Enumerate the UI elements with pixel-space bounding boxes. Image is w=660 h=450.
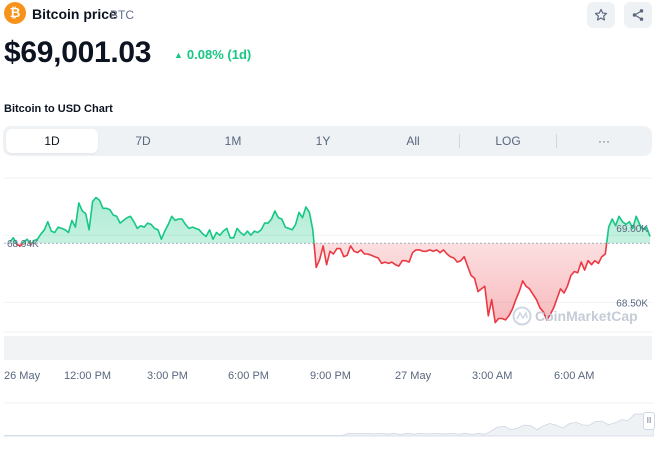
tab-7d[interactable]: 7D — [135, 134, 151, 148]
chart-title: Bitcoin to USD Chart — [4, 103, 113, 115]
price-line-down — [15, 243, 608, 324]
tab-divider — [556, 134, 557, 148]
tab-1d[interactable]: 1D — [6, 129, 98, 153]
area-below-baseline — [10, 243, 650, 323]
time-label: 3:00 PM — [147, 370, 188, 382]
tab-more-options[interactable]: ··· — [598, 134, 610, 148]
area-above-baseline — [10, 197, 650, 244]
navigator-svg — [3, 402, 655, 437]
tab-1y[interactable]: 1Y — [315, 134, 331, 148]
time-label: 26 May — [4, 370, 41, 382]
coin-header: ₿ Bitcoin price BTC — [4, 2, 656, 28]
time-label: 27 May — [395, 370, 432, 382]
bitcoin-logo-icon: ₿ — [4, 2, 26, 24]
watermark-text: CoinMarketCap — [535, 308, 638, 324]
y-tick-label-69k: 69.00K — [616, 224, 648, 235]
time-label: 3:00 AM — [472, 370, 513, 382]
navigator-sparkline — [3, 413, 655, 437]
time-label: 6:00 PM — [228, 370, 269, 382]
price-chart-svg: 68.94K 69.00K 68.50K CoinMarketCap — [4, 177, 652, 333]
price-line-up — [9, 196, 651, 244]
time-label: 6:00 AM — [554, 370, 595, 382]
time-range-tabs: 1D 7D 1M 1Y All LOG ··· — [3, 126, 652, 156]
tab-all[interactable]: All — [406, 134, 420, 148]
baseline-value-label: 68.94K — [7, 239, 39, 250]
watchlist-star-button[interactable] — [587, 2, 615, 28]
watermark-logo-icon — [512, 306, 532, 326]
tab-1m[interactable]: 1M — [224, 134, 242, 148]
tab-log[interactable]: LOG — [495, 134, 521, 148]
coin-name: Bitcoin price — [32, 6, 117, 22]
price-chart[interactable]: 68.94K 69.00K 68.50K CoinMarketCap — [0, 176, 660, 336]
share-button[interactable] — [624, 2, 652, 28]
watermark: CoinMarketCap — [512, 306, 638, 326]
watermark-mark-icon — [516, 310, 528, 320]
price-change-text: 0.08% (1d) — [186, 47, 252, 62]
navigator-drag-handle[interactable]: II — [643, 412, 655, 430]
up-arrow-icon: ▲ — [174, 50, 183, 60]
star-icon — [594, 8, 608, 21]
current-price: $69,001.03 — [4, 36, 152, 69]
price-change: ▲ 0.08% (1d) — [174, 47, 251, 62]
time-axis: 26 May 12:00 PM 3:00 PM 6:00 PM 9:00 PM … — [0, 370, 660, 386]
tab-divider — [459, 134, 460, 148]
time-label: 9:00 PM — [310, 370, 351, 382]
coin-symbol: BTC — [110, 8, 134, 22]
share-icon — [632, 9, 644, 21]
range-navigator[interactable] — [3, 402, 655, 438]
y-tick-label-68-5k: 68.50K — [616, 298, 648, 309]
volume-band — [4, 336, 652, 360]
time-label: 12:00 PM — [64, 370, 112, 382]
